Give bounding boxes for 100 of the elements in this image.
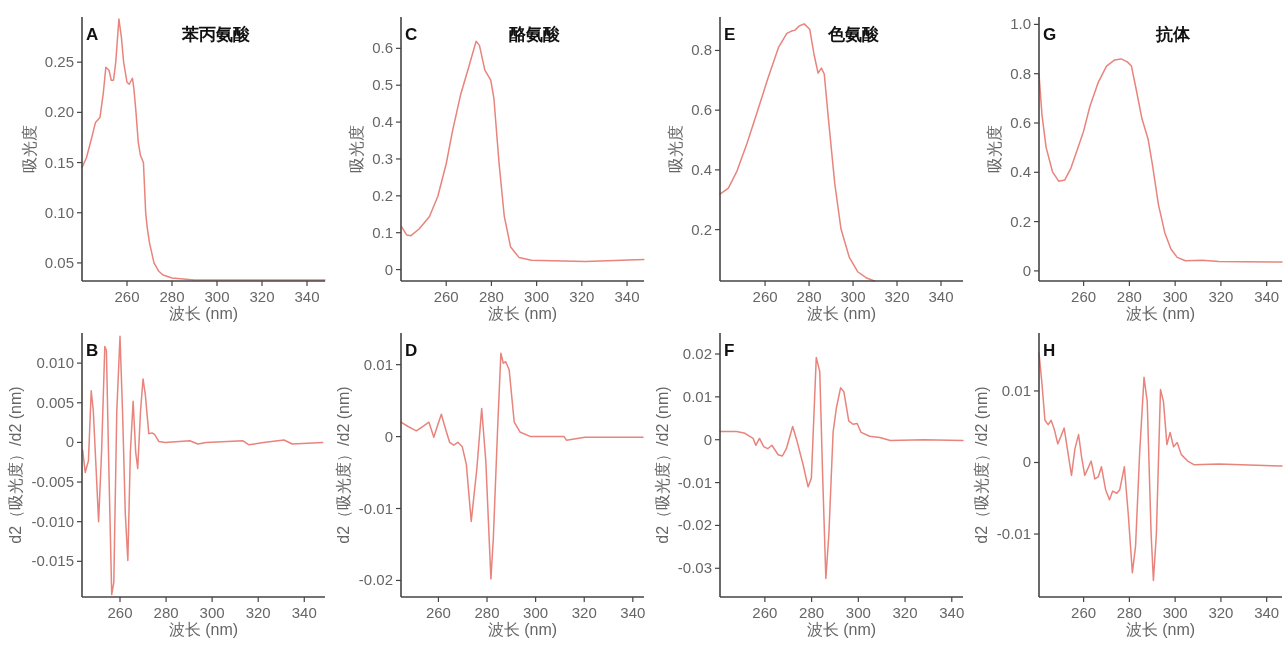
y-tick-label: -0.005 — [31, 473, 74, 491]
x-tick-label: 280 — [799, 604, 825, 621]
x-tick-label: 320 — [892, 604, 918, 621]
y-tick-label: -0.02 — [358, 571, 393, 589]
x-tick-label: 340 — [291, 604, 317, 621]
x-axis-title: 波长 (nm) — [1125, 305, 1196, 322]
x-tick-label: 260 — [752, 604, 778, 621]
y-tick-label: -0.015 — [31, 552, 74, 570]
y-tick-label: 1.0 — [1010, 15, 1031, 33]
y-axis-title: 吸光度 — [20, 125, 38, 173]
x-tick-label: 320 — [249, 288, 275, 305]
x-tick-label: 300 — [523, 604, 549, 621]
y-tick-label: 0.3 — [372, 149, 393, 167]
x-tick-label: 260 — [752, 288, 778, 305]
y-tick-label: 0 — [703, 430, 712, 448]
y-tick-label: 0.20 — [44, 103, 74, 121]
y-tick-label: 0 — [384, 427, 393, 445]
y-tick-label: 0.010 — [36, 354, 74, 372]
x-tick-label: 340 — [294, 288, 320, 305]
text: 苯丙氨酸 — [180, 25, 251, 44]
x-tick-label: 260 — [1071, 288, 1097, 305]
x-tick-label: 340 — [1254, 604, 1280, 621]
x-tick-label: 320 — [245, 604, 271, 621]
y-tick-label: 0.6 — [372, 39, 393, 57]
x-tick-label: 300 — [1162, 288, 1188, 305]
x-tick-label: 280 — [1116, 604, 1142, 621]
text: 酪氨酸 — [509, 25, 562, 44]
y-tick-label: 0.1 — [372, 223, 393, 241]
y-axis-title: d2（吸光度）/d2 (nm) — [334, 386, 352, 544]
x-tick-label: 260 — [1071, 604, 1097, 621]
y-tick-label: 0.02 — [682, 345, 712, 362]
x-axis-title: 波长 (nm) — [487, 621, 558, 638]
x-tick-label: 300 — [199, 604, 225, 621]
y-axis-title: 吸光度 — [348, 125, 366, 173]
y-tick-label: 0.6 — [691, 101, 712, 119]
y-axis-title: d2（吸光度）/d2 (nm) — [972, 386, 990, 544]
y-tick-label: 0.2 — [1010, 212, 1031, 230]
x-tick-label: 320 — [1208, 288, 1234, 305]
x-tick-label: 260 — [114, 288, 140, 305]
x-tick-label: 300 — [524, 288, 550, 305]
line-series — [81, 335, 324, 596]
x-tick-label: 320 — [571, 604, 597, 621]
x-tick-label: 280 — [796, 288, 822, 305]
y-tick-label: -0.03 — [677, 559, 712, 577]
y-tick-label: 0.4 — [1010, 163, 1031, 181]
x-tick-label: 280 — [474, 604, 500, 621]
x-tick-label: 260 — [107, 604, 133, 621]
x-tick-label: 280 — [478, 288, 504, 305]
y-tick-label: 0.8 — [691, 41, 712, 59]
y-tick-label: 0.2 — [691, 220, 712, 238]
annotation: G — [1043, 25, 1057, 44]
y-tick-label: 0.01 — [363, 355, 393, 373]
y-axis-title: d2（吸光度）/d2 (nm) — [7, 386, 25, 544]
x-tick-label: 280 — [159, 288, 185, 305]
y-axis-title: 吸光度 — [667, 125, 685, 173]
x-tick-label: 340 — [939, 604, 965, 621]
y-tick-label: -0.010 — [31, 512, 74, 530]
x-axis-title: 波长 (nm) — [806, 305, 877, 322]
x-tick-label: 340 — [614, 288, 640, 305]
x-tick-label: 280 — [1116, 288, 1142, 305]
annotation: F — [724, 341, 735, 360]
y-tick-label: 0 — [1022, 261, 1031, 279]
annotation: H — [1043, 341, 1056, 360]
x-axis-title: 波长 (nm) — [1125, 621, 1196, 638]
x-tick-label: 260 — [433, 288, 459, 305]
y-tick-label: -0.01 — [358, 499, 393, 517]
x-tick-label: 300 — [845, 604, 871, 621]
y-tick-label: 0.10 — [44, 203, 74, 221]
y-tick-label: 0.8 — [1010, 64, 1031, 82]
y-tick-label: -0.01 — [996, 525, 1031, 543]
x-axis-title: 波长 (nm) — [168, 621, 239, 638]
y-tick-label: 0.4 — [372, 113, 393, 131]
annotation: D — [405, 341, 418, 360]
y-tick-label: -0.02 — [677, 516, 712, 534]
y-tick-label: 0.15 — [44, 153, 74, 171]
y-axis-title: d2（吸光度）/d2 (nm) — [653, 386, 671, 544]
x-tick-label: 320 — [569, 288, 595, 305]
annotation: B — [86, 341, 99, 360]
y-tick-label: 0 — [65, 433, 74, 451]
x-tick-label: 300 — [1162, 604, 1188, 621]
y-tick-label: 0.05 — [44, 253, 74, 271]
x-axis-title: 波长 (nm) — [487, 305, 558, 322]
x-tick-label: 340 — [928, 288, 954, 305]
annotation: E — [724, 25, 736, 44]
x-tick-label: 280 — [153, 604, 179, 621]
y-tick-label: 0.2 — [372, 186, 393, 204]
annotation: A — [86, 25, 99, 44]
y-tick-label: 0.005 — [36, 393, 74, 411]
y-tick-label: 0.5 — [372, 76, 393, 94]
y-tick-label: 0.01 — [682, 387, 712, 405]
y-tick-label: 0 — [384, 260, 393, 278]
x-tick-label: 340 — [620, 604, 646, 621]
y-tick-label: 0.4 — [691, 160, 712, 178]
line-series — [719, 356, 964, 580]
x-tick-label: 300 — [840, 288, 866, 305]
y-tick-label: -0.01 — [677, 473, 712, 491]
annotation: C — [405, 25, 418, 44]
y-tick-label: 0.25 — [44, 53, 74, 71]
line-series — [1038, 58, 1283, 263]
y-tick-label: 0.01 — [1001, 381, 1031, 399]
